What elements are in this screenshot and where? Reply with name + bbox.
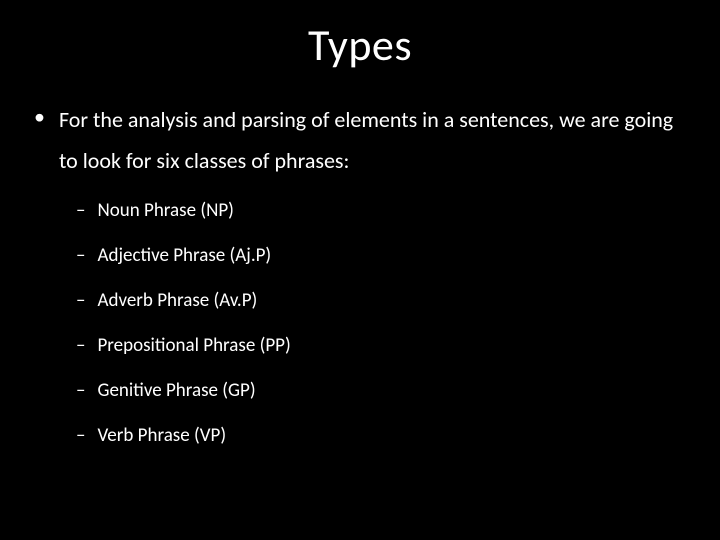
dash-marker: – xyxy=(76,379,85,402)
sub-bullet-item: – Adverb Phrase (Av.P) xyxy=(76,289,690,312)
sub-bullet-item: – Prepositional Phrase (PP) xyxy=(76,334,690,357)
sub-bullet-text: Adjective Phrase (Aj.P) xyxy=(97,244,271,267)
sub-bullet-text: Genitive Phrase (GP) xyxy=(97,379,255,402)
sub-bullet-text: Verb Phrase (VP) xyxy=(97,424,226,447)
dash-marker: – xyxy=(76,244,85,267)
slide-content: • For the analysis and parsing of elemen… xyxy=(30,100,690,447)
sub-bullet-item: – Genitive Phrase (GP) xyxy=(76,379,690,402)
sub-bullet-item: – Noun Phrase (NP) xyxy=(76,199,690,222)
sub-bullet-text: Prepositional Phrase (PP) xyxy=(97,334,290,357)
main-bullet-text: For the analysis and parsing of elements… xyxy=(59,100,690,181)
sub-bullet-text: Noun Phrase (NP) xyxy=(97,199,233,222)
main-bullet-item: • For the analysis and parsing of elemen… xyxy=(34,100,690,181)
dash-marker: – xyxy=(76,424,85,447)
sub-bullet-item: – Adjective Phrase (Aj.P) xyxy=(76,244,690,267)
bullet-marker: • xyxy=(34,100,45,133)
sub-bullet-list: – Noun Phrase (NP) – Adjective Phrase (A… xyxy=(34,199,690,447)
slide-container: Types • For the analysis and parsing of … xyxy=(0,0,720,540)
dash-marker: – xyxy=(76,334,85,357)
dash-marker: – xyxy=(76,289,85,312)
dash-marker: – xyxy=(76,199,85,222)
sub-bullet-text: Adverb Phrase (Av.P) xyxy=(97,289,257,312)
sub-bullet-item: – Verb Phrase (VP) xyxy=(76,424,690,447)
slide-title: Types xyxy=(30,18,690,72)
